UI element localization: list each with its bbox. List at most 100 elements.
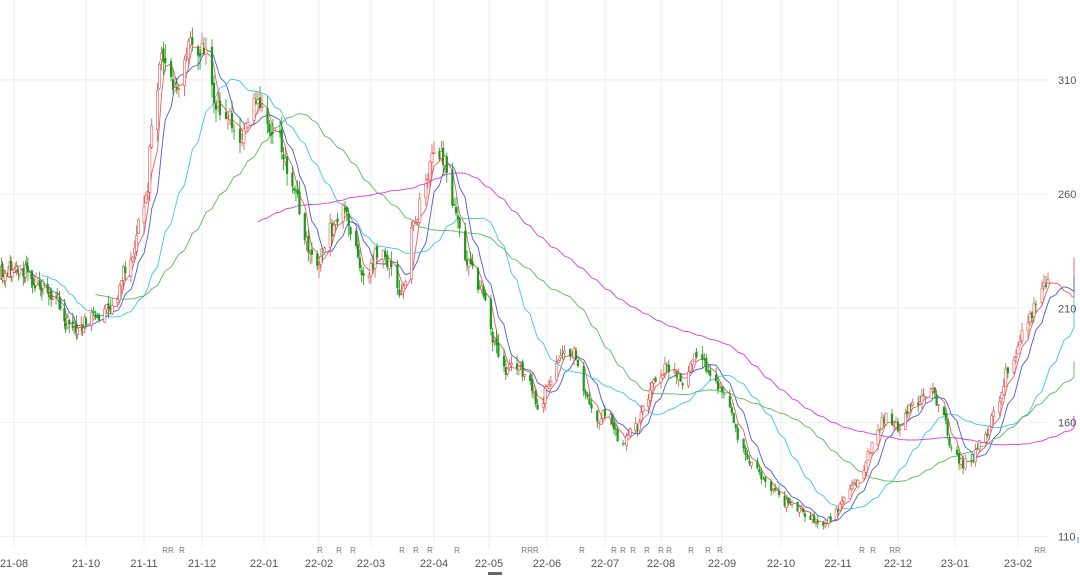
candle-body xyxy=(84,318,88,326)
candle xyxy=(799,504,803,511)
candle xyxy=(456,206,459,229)
event-marker[interactable]: R xyxy=(179,546,185,555)
candle-body xyxy=(105,304,108,311)
candle-body xyxy=(298,191,301,215)
event-marker[interactable]: R xyxy=(317,546,323,555)
candle xyxy=(497,334,500,358)
candle-body xyxy=(681,383,684,386)
candle xyxy=(369,258,373,285)
candle-body xyxy=(842,497,846,502)
candle-body xyxy=(355,230,358,246)
candle-body xyxy=(1042,282,1046,287)
event-marker[interactable]: R xyxy=(413,546,419,555)
candle-body xyxy=(375,246,379,258)
event-marker[interactable]: R xyxy=(688,546,694,555)
candle-body xyxy=(933,387,936,393)
candle xyxy=(506,367,510,377)
candle-body xyxy=(663,363,667,374)
candle-body xyxy=(796,502,799,512)
candle xyxy=(569,348,572,361)
candle xyxy=(948,434,951,449)
event-marker[interactable]: RRR xyxy=(521,546,539,555)
event-marker[interactable]: R xyxy=(717,546,723,555)
candle xyxy=(75,315,78,340)
candle-body xyxy=(268,123,271,133)
event-marker[interactable]: R xyxy=(611,546,617,555)
candle xyxy=(746,450,749,460)
candle xyxy=(557,358,561,363)
candle xyxy=(453,198,456,206)
candle-body xyxy=(1,263,4,281)
event-marker[interactable]: R xyxy=(350,546,356,555)
candle-body xyxy=(924,396,927,398)
candle xyxy=(787,497,790,507)
scroll-handle[interactable] xyxy=(488,572,502,575)
candle xyxy=(852,478,856,486)
candle xyxy=(959,456,963,470)
candle xyxy=(801,508,805,514)
candle xyxy=(584,388,587,400)
candle xyxy=(736,423,739,444)
candle-body xyxy=(675,371,678,378)
candle xyxy=(491,327,494,352)
candle-body xyxy=(988,425,991,436)
candle xyxy=(22,261,25,286)
candle-body xyxy=(63,308,66,322)
candle xyxy=(816,515,819,529)
event-marker[interactable]: R xyxy=(620,546,626,555)
candle xyxy=(268,119,271,136)
candle-body xyxy=(920,395,924,404)
candle-body xyxy=(922,394,925,396)
moving-averages xyxy=(2,46,1075,525)
event-marker[interactable]: R xyxy=(630,546,636,555)
y-tick-label: 160 xyxy=(1058,417,1076,429)
event-marker[interactable]: R xyxy=(658,546,664,555)
event-marker[interactable]: RR xyxy=(1034,546,1046,555)
event-marker[interactable]: R xyxy=(579,546,585,555)
candle xyxy=(129,251,133,283)
candle xyxy=(74,322,77,336)
candle-body xyxy=(648,389,652,401)
candle xyxy=(214,99,218,122)
event-marker[interactable]: RR xyxy=(889,546,901,555)
event-marker[interactable]: R xyxy=(399,546,405,555)
candle-body xyxy=(1028,313,1032,322)
candle-body xyxy=(856,479,860,487)
event-marker[interactable]: R xyxy=(454,546,460,555)
candle-body xyxy=(246,121,250,128)
candle-body xyxy=(836,509,840,512)
candle-body xyxy=(430,153,434,164)
candle-body xyxy=(667,364,670,373)
candle-body xyxy=(23,277,26,279)
event-marker[interactable]: R xyxy=(427,546,433,555)
candle xyxy=(390,251,393,276)
event-marker[interactable]: R xyxy=(644,546,650,555)
candle-body xyxy=(547,385,551,389)
candle xyxy=(175,77,178,95)
candle xyxy=(534,388,537,408)
candle xyxy=(937,404,940,413)
candle xyxy=(343,201,347,214)
candle xyxy=(162,41,165,76)
candle xyxy=(760,467,763,484)
candle-body xyxy=(812,514,816,523)
candle xyxy=(356,236,360,259)
candle xyxy=(191,27,194,52)
event-marker[interactable]: R xyxy=(705,546,711,555)
candle xyxy=(950,444,953,452)
x-tick-label: 22-05 xyxy=(475,558,503,570)
event-marker[interactable]: RR xyxy=(162,546,174,555)
candle xyxy=(988,425,991,440)
event-marker[interactable]: R xyxy=(870,546,876,555)
event-marker[interactable]: R xyxy=(336,546,342,555)
candle-body xyxy=(410,227,414,280)
candle xyxy=(641,404,645,416)
candle-body xyxy=(746,454,749,460)
event-marker[interactable]: R xyxy=(859,546,865,555)
event-marker[interactable]: R xyxy=(666,546,672,555)
candle-body xyxy=(848,488,852,500)
candle xyxy=(398,279,401,298)
candle-body xyxy=(809,515,812,520)
candle-body xyxy=(829,516,832,521)
candle xyxy=(611,413,614,428)
